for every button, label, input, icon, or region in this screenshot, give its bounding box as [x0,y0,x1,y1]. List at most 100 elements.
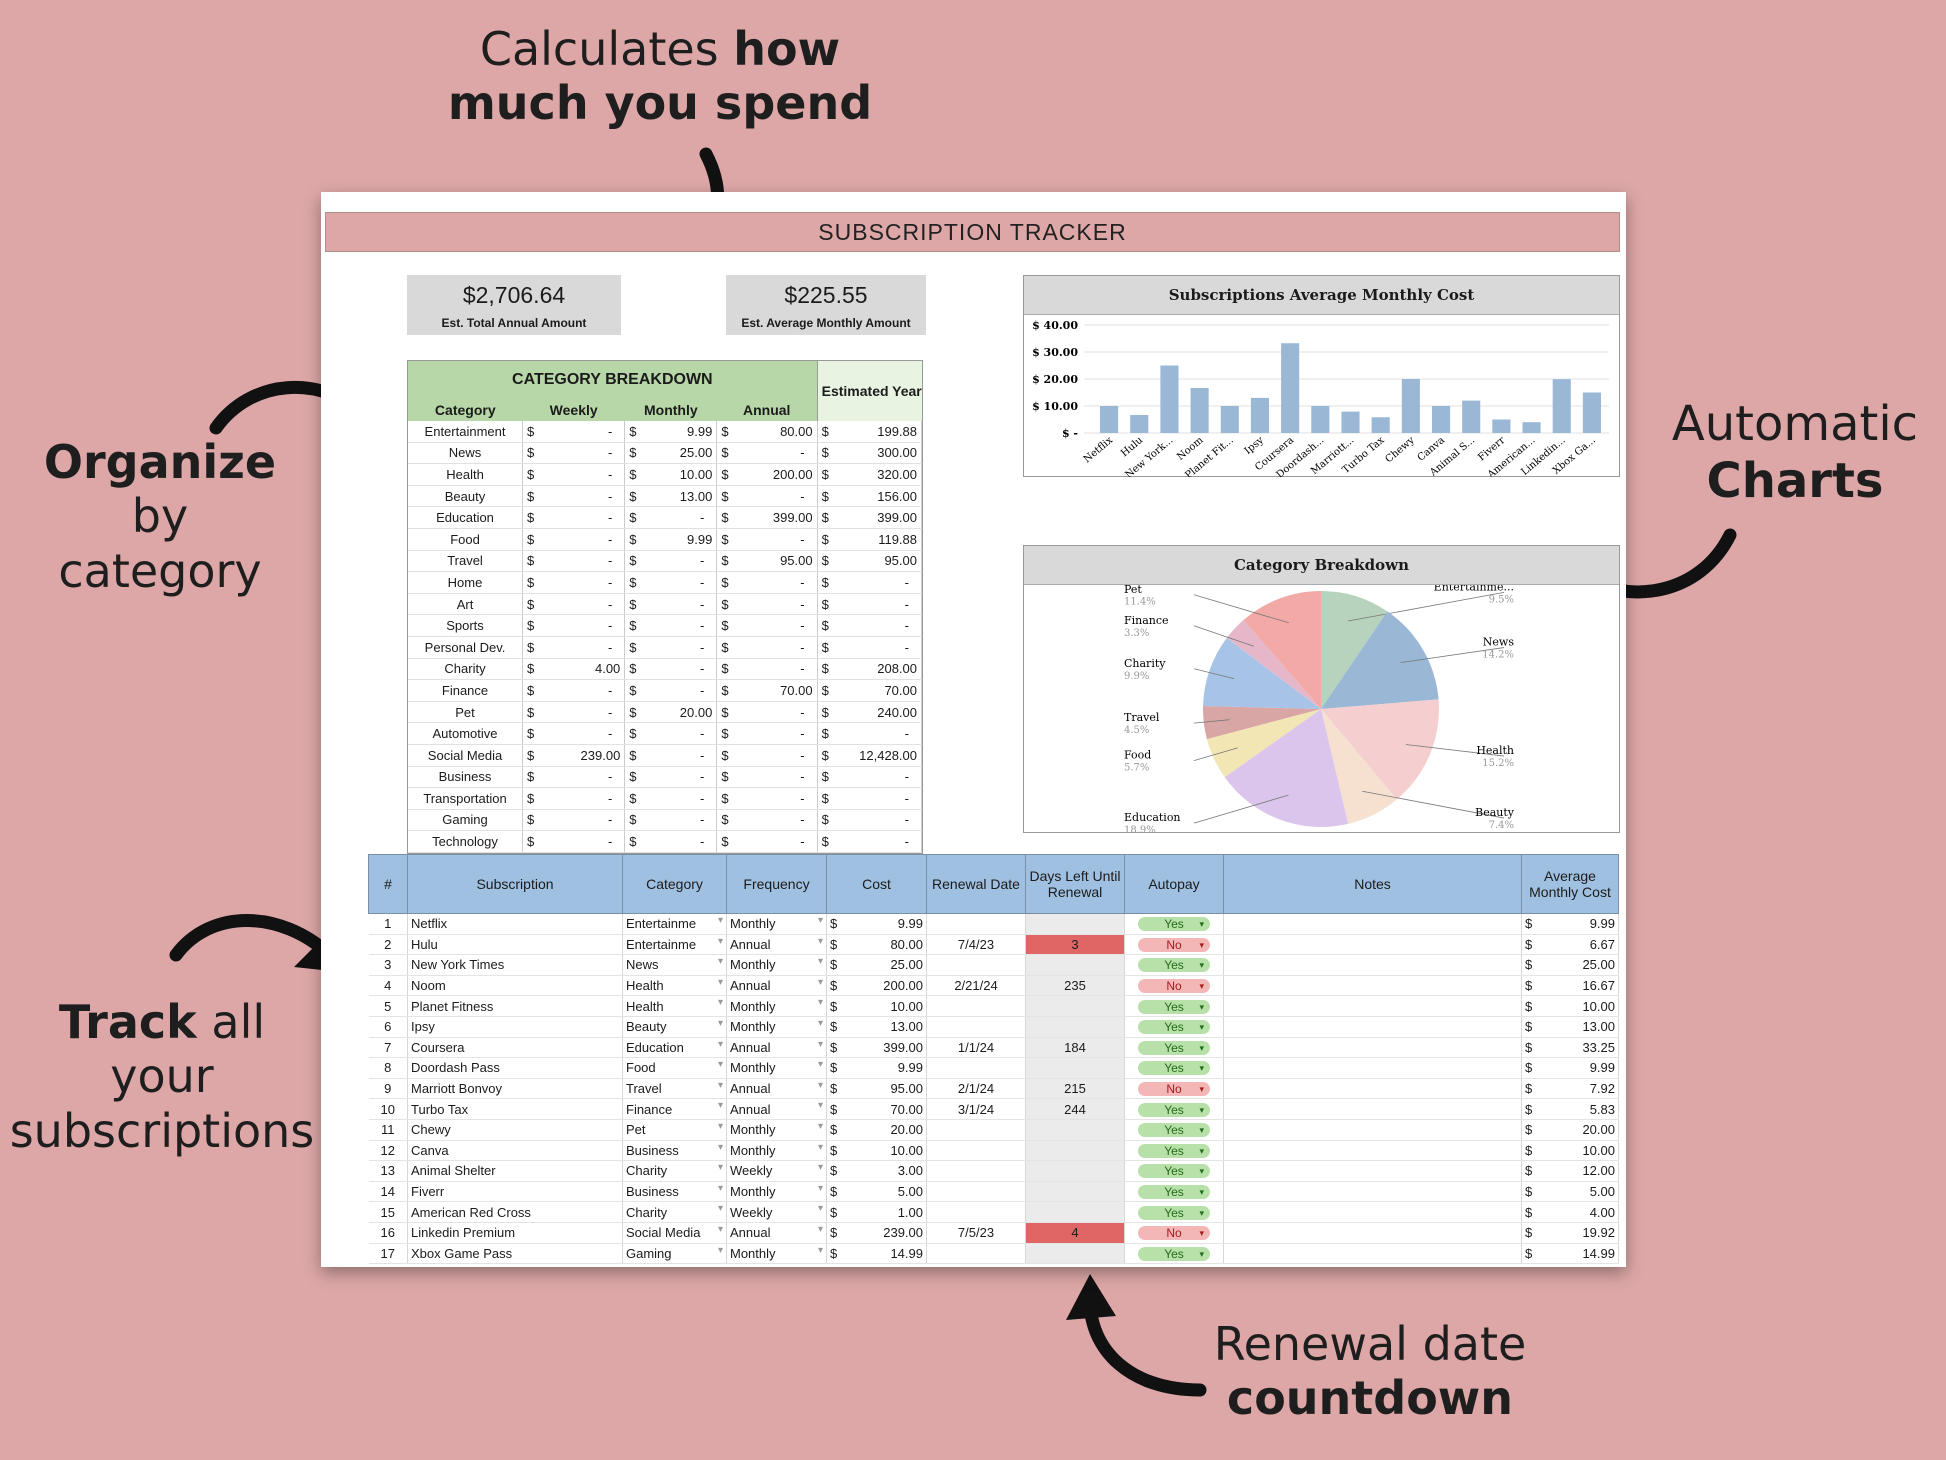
category-dropdown[interactable]: Gaming [622,1243,727,1265]
notes-cell[interactable] [1223,1222,1522,1244]
category-dropdown[interactable]: Education [622,1037,727,1059]
frequency-dropdown[interactable]: Monthly [726,913,827,935]
frequency-dropdown[interactable]: Monthly [726,954,827,976]
category-dropdown[interactable]: Business [622,1181,727,1203]
subscription-name-cell[interactable]: Turbo Tax [407,1098,623,1120]
renewal-date-cell[interactable] [926,954,1026,976]
autopay-cell[interactable]: Yes ▾ [1124,1098,1224,1120]
renewal-date-cell[interactable] [926,1140,1026,1162]
renewal-date-cell[interactable]: 7/5/23 [926,1222,1026,1244]
subscription-name-cell[interactable]: New York Times [407,954,623,976]
autopay-dropdown[interactable]: Yes ▾ [1138,1246,1210,1261]
subscription-row[interactable]: 7CourseraEducationAnnual$399.001/1/24184… [368,1037,1619,1059]
cost-cell[interactable]: $95.00 [826,1078,927,1100]
autopay-dropdown[interactable]: Yes ▾ [1138,1143,1210,1158]
frequency-dropdown[interactable]: Annual [726,1098,827,1120]
autopay-dropdown[interactable]: Yes ▾ [1138,1061,1210,1076]
frequency-dropdown[interactable]: Monthly [726,1243,827,1265]
subscription-name-cell[interactable]: American Red Cross [407,1201,623,1223]
autopay-dropdown[interactable]: Yes ▾ [1138,917,1210,932]
renewal-date-cell[interactable]: 7/4/23 [926,934,1026,956]
frequency-dropdown[interactable]: Weekly [726,1160,827,1182]
autopay-cell[interactable]: Yes ▾ [1124,1037,1224,1059]
subscription-name-cell[interactable]: Fiverr [407,1181,623,1203]
autopay-cell[interactable]: Yes ▾ [1124,1119,1224,1141]
category-dropdown[interactable]: Beauty [622,1016,727,1038]
cost-cell[interactable]: $200.00 [826,975,927,997]
frequency-dropdown[interactable]: Weekly [726,1201,827,1223]
subscription-name-cell[interactable]: Marriott Bonvoy [407,1078,623,1100]
autopay-cell[interactable]: Yes ▾ [1124,1140,1224,1162]
subscription-name-cell[interactable]: Doordash Pass [407,1057,623,1079]
cost-cell[interactable]: $5.00 [826,1181,927,1203]
category-dropdown[interactable]: Travel [622,1078,727,1100]
autopay-dropdown[interactable]: Yes ▾ [1138,1185,1210,1200]
category-dropdown[interactable]: Entertainme [622,934,727,956]
notes-cell[interactable] [1223,913,1522,935]
notes-cell[interactable] [1223,1201,1522,1223]
renewal-date-cell[interactable] [926,1119,1026,1141]
autopay-dropdown[interactable]: Yes ▾ [1138,1040,1210,1055]
subscription-name-cell[interactable]: Linkedin Premium [407,1222,623,1244]
frequency-dropdown[interactable]: Annual [726,934,827,956]
subscription-row[interactable]: 4NoomHealthAnnual$200.002/21/24235No▾$16… [368,975,1619,997]
category-dropdown[interactable]: Pet [622,1119,727,1141]
subscription-name-cell[interactable]: Animal Shelter [407,1160,623,1182]
renewal-date-cell[interactable] [926,1201,1026,1223]
renewal-date-cell[interactable]: 2/21/24 [926,975,1026,997]
renewal-date-cell[interactable]: 3/1/24 [926,1098,1026,1120]
cost-cell[interactable]: $10.00 [826,995,927,1017]
notes-cell[interactable] [1223,1098,1522,1120]
notes-cell[interactable] [1223,934,1522,956]
subscription-name-cell[interactable]: Chewy [407,1119,623,1141]
autopay-dropdown[interactable]: Yes ▾ [1138,958,1210,973]
autopay-cell[interactable]: No ▾ [1124,934,1224,956]
category-dropdown[interactable]: Entertainme [622,913,727,935]
notes-cell[interactable] [1223,995,1522,1017]
cost-cell[interactable]: $20.00 [826,1119,927,1141]
autopay-cell[interactable]: No ▾ [1124,975,1224,997]
cost-cell[interactable]: $239.00 [826,1222,927,1244]
autopay-dropdown[interactable]: No ▾ [1138,1082,1210,1097]
autopay-cell[interactable]: Yes ▾ [1124,1160,1224,1182]
autopay-dropdown[interactable]: No ▾ [1138,937,1210,952]
frequency-dropdown[interactable]: Monthly [726,1119,827,1141]
cost-cell[interactable]: $14.99 [826,1243,927,1265]
frequency-dropdown[interactable]: Monthly [726,1016,827,1038]
subscription-name-cell[interactable]: Ipsy [407,1016,623,1038]
subscription-name-cell[interactable]: Xbox Game Pass [407,1243,623,1265]
renewal-date-cell[interactable]: 1/1/24 [926,1037,1026,1059]
subscription-name-cell[interactable]: Hulu [407,934,623,956]
renewal-date-cell[interactable] [926,1160,1026,1182]
notes-cell[interactable] [1223,1160,1522,1182]
category-dropdown[interactable]: News [622,954,727,976]
autopay-dropdown[interactable]: No ▾ [1138,979,1210,994]
autopay-cell[interactable]: Yes ▾ [1124,913,1224,935]
cost-cell[interactable]: $13.00 [826,1016,927,1038]
notes-cell[interactable] [1223,1057,1522,1079]
notes-cell[interactable] [1223,1243,1522,1265]
autopay-cell[interactable]: Yes ▾ [1124,1057,1224,1079]
notes-cell[interactable] [1223,975,1522,997]
autopay-cell[interactable]: Yes ▾ [1124,1201,1224,1223]
frequency-dropdown[interactable]: Annual [726,975,827,997]
notes-cell[interactable] [1223,1181,1522,1203]
category-dropdown[interactable]: Food [622,1057,727,1079]
renewal-date-cell[interactable] [926,1057,1026,1079]
subscription-name-cell[interactable]: Noom [407,975,623,997]
subscription-name-cell[interactable]: Planet Fitness [407,995,623,1017]
frequency-dropdown[interactable]: Monthly [726,1140,827,1162]
notes-cell[interactable] [1223,1016,1522,1038]
subscription-name-cell[interactable]: Canva [407,1140,623,1162]
category-dropdown[interactable]: Charity [622,1201,727,1223]
category-dropdown[interactable]: Finance [622,1098,727,1120]
